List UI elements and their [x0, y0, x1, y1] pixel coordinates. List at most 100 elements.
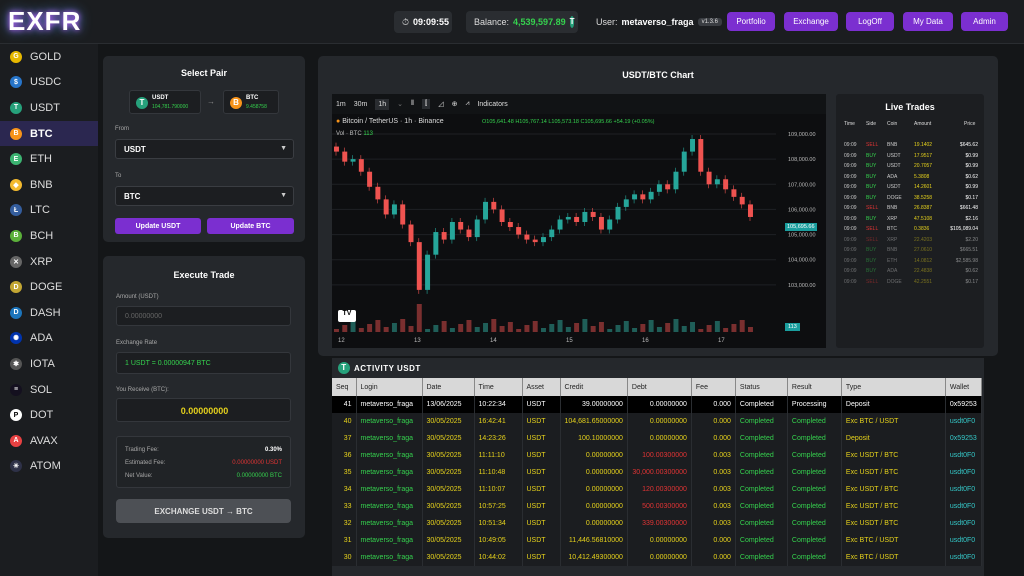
amount-input[interactable]: 0.00000000	[116, 306, 291, 326]
volume-bar	[358, 328, 364, 332]
volume-bar	[350, 321, 356, 332]
balance-value: 4,539,597.89	[513, 17, 566, 27]
activity-header-credit[interactable]: Credit	[560, 378, 628, 396]
sidebar-item-doge[interactable]: D DOGE	[0, 274, 98, 300]
table-cell-login: metaverso_fraga	[356, 413, 423, 430]
activity-header-date[interactable]: Date	[422, 378, 475, 396]
activity-header-seq[interactable]: Seq	[332, 378, 357, 396]
candlestick-svg[interactable]: 109,000.00 108,000.00 107,000.00 106,000.00…	[332, 114, 826, 348]
candle	[524, 234, 530, 240]
activity-header-type[interactable]: Type	[841, 378, 946, 396]
fee-summary: Trading Fee: 0.30% Estimated Fee: 0.0000…	[116, 436, 291, 488]
nav-exchange-button[interactable]: Exchange	[784, 12, 838, 31]
candle-style-icon[interactable]: ⫿	[421, 99, 431, 109]
volume-bar	[565, 327, 571, 332]
live-trade-cell: XRP	[887, 215, 898, 222]
interval-1h[interactable]: 1h	[375, 98, 390, 110]
live-trade-cell: BUY	[866, 215, 877, 222]
table-cell-seq: 35	[332, 464, 357, 481]
sidebar-item-btc[interactable]: B BTC	[0, 120, 98, 147]
sidebar-item-bch[interactable]: B BCH	[0, 223, 98, 249]
activity-header-debt[interactable]: Debt	[627, 378, 692, 396]
activity-header-fee[interactable]: Fee	[691, 378, 736, 396]
sidebar-item-gold[interactable]: G GOLD	[0, 44, 98, 70]
table-row[interactable]: 31 metaverso_fraga 30/05/2025 10:49:05 USDT 1…	[332, 532, 982, 549]
table-row[interactable]: 41 metaverso_fraga 13/06/2025 10:22:34 USDT 3…	[332, 396, 982, 413]
to-select[interactable]: BTC ▼	[115, 186, 294, 206]
candle	[408, 224, 414, 243]
activity-header-login[interactable]: Login	[356, 378, 423, 396]
sidebar-item-bnb[interactable]: ◆ BNB	[0, 172, 98, 198]
interval-30m[interactable]: 30m	[353, 100, 368, 108]
table-cell-time: 11:10:07	[474, 481, 523, 498]
activity-header-time[interactable]: Time	[474, 378, 523, 396]
candle	[731, 189, 737, 197]
nav-portfolio-button[interactable]: Portfolio	[727, 12, 775, 31]
table-cell-status: Completed	[735, 515, 788, 532]
sidebar-item-eth[interactable]: E ETH	[0, 146, 98, 172]
price-chart[interactable]: 109,000.00 108,000.00 107,000.00 106,000.00…	[332, 114, 826, 348]
app-logo[interactable]: EXFR	[8, 6, 82, 36]
table-row[interactable]: 40 metaverso_fraga 30/05/2025 16:42:41 USDT 1…	[332, 413, 982, 430]
table-row[interactable]: 32 metaverso_fraga 30/05/2025 10:51:34 USDT 0…	[332, 515, 982, 532]
table-row[interactable]: 33 metaverso_fraga 30/05/2025 10:57:25 USDT 0…	[332, 498, 982, 515]
live-trade-cell: 09:09	[844, 268, 857, 274]
activity-header-wallet[interactable]: Wallet	[945, 378, 982, 396]
sidebar-item-sol[interactable]: ≡ SOL	[0, 377, 98, 403]
candle	[507, 222, 513, 228]
sidebar-item-dash[interactable]: D DASH	[0, 300, 98, 326]
sidebar-item-label: LTC	[30, 204, 50, 217]
x-tick-label: 15	[566, 338, 573, 344]
table-cell-time: 16:42:41	[474, 413, 523, 430]
btc-icon: B	[10, 127, 22, 140]
sidebar-item-atom[interactable]: ✳ ATOM	[0, 454, 98, 480]
from-select[interactable]: USDT ▼	[115, 139, 294, 159]
nav-admin-button[interactable]: Admin	[961, 12, 1008, 31]
live-trades-header-cell: Time	[844, 121, 855, 127]
live-trade-cell: 09:09	[844, 152, 857, 159]
tradingview-logo[interactable]: TV	[338, 310, 356, 322]
plus-icon[interactable]: ⊕	[451, 101, 458, 108]
sidebar-item-ada[interactable]: ✺ ADA	[0, 326, 98, 352]
exchange-button[interactable]: EXCHANGE USDT → BTC	[116, 499, 291, 523]
area-chart-icon[interactable]: ◿	[438, 101, 444, 108]
sidebar-item-usdc[interactable]: $ USDC	[0, 70, 98, 96]
nav-mydata-button[interactable]: My Data	[903, 12, 953, 31]
bar-style-icon[interactable]: ⫴	[411, 100, 414, 107]
chevron-down-icon[interactable]: ⌄	[397, 101, 404, 108]
table-row[interactable]: 37 metaverso_fraga 30/05/2025 14:23:26 USDT 1…	[332, 430, 982, 447]
activity-header-status[interactable]: Status	[735, 378, 788, 396]
sidebar-item-label: IOTA	[30, 357, 55, 370]
live-trade-row: 09:09 SELL XRP 22.4203 $2.20	[836, 237, 984, 247]
update-btc-button[interactable]: Update BTC	[207, 218, 294, 234]
price-tag: 105,695.66	[785, 223, 817, 231]
activity-header-asset[interactable]: Asset	[522, 378, 561, 396]
table-cell-time: 11:10:48	[474, 464, 523, 481]
nav-logoff-button[interactable]: LogOff	[846, 12, 894, 31]
live-trade-cell: $0.17	[965, 278, 978, 285]
sidebar-item-dot[interactable]: P DOT	[0, 402, 98, 428]
candle	[690, 139, 696, 152]
table-row[interactable]: 34 metaverso_fraga 30/05/2025 11:10:07 USDT 0…	[332, 481, 982, 498]
live-trade-cell: BUY	[866, 163, 877, 169]
table-row[interactable]: 30 metaverso_fraga 30/05/2025 10:44:02 USDT 1…	[332, 549, 982, 566]
candle	[367, 171, 373, 187]
sidebar-item-ltc[interactable]: Ł LTC	[0, 198, 98, 224]
sidebar-item-iota[interactable]: ✱ IOTA	[0, 351, 98, 377]
interval-1m[interactable]: 1m	[336, 100, 346, 108]
update-usdt-button[interactable]: Update USDT	[115, 218, 201, 234]
live-trade-cell: BUY	[866, 184, 877, 190]
table-row[interactable]: 36 metaverso_fraga 30/05/2025 11:11:10 USDT 0…	[332, 447, 982, 464]
table-cell-date: 30/05/2025	[422, 430, 475, 447]
table-row[interactable]: 35 metaverso_fraga 30/05/2025 11:10:48 USDT 0…	[332, 464, 982, 481]
sidebar-item-avax[interactable]: A AVAX	[0, 428, 98, 454]
activity-header-result[interactable]: Result	[787, 378, 842, 396]
sidebar-item-xrp[interactable]: ✕ XRP	[0, 249, 98, 275]
x-tick-label: 12	[338, 338, 345, 344]
sidebar-item-usdt[interactable]: T USDT	[0, 95, 98, 121]
balance-label: Balance:	[474, 17, 510, 27]
from-select-value: USDT	[124, 144, 146, 154]
amount-placeholder: 0.00000000	[125, 313, 162, 320]
indicators-icon[interactable]: ⩘	[465, 100, 470, 107]
indicators-button[interactable]: Indicators	[477, 100, 508, 108]
